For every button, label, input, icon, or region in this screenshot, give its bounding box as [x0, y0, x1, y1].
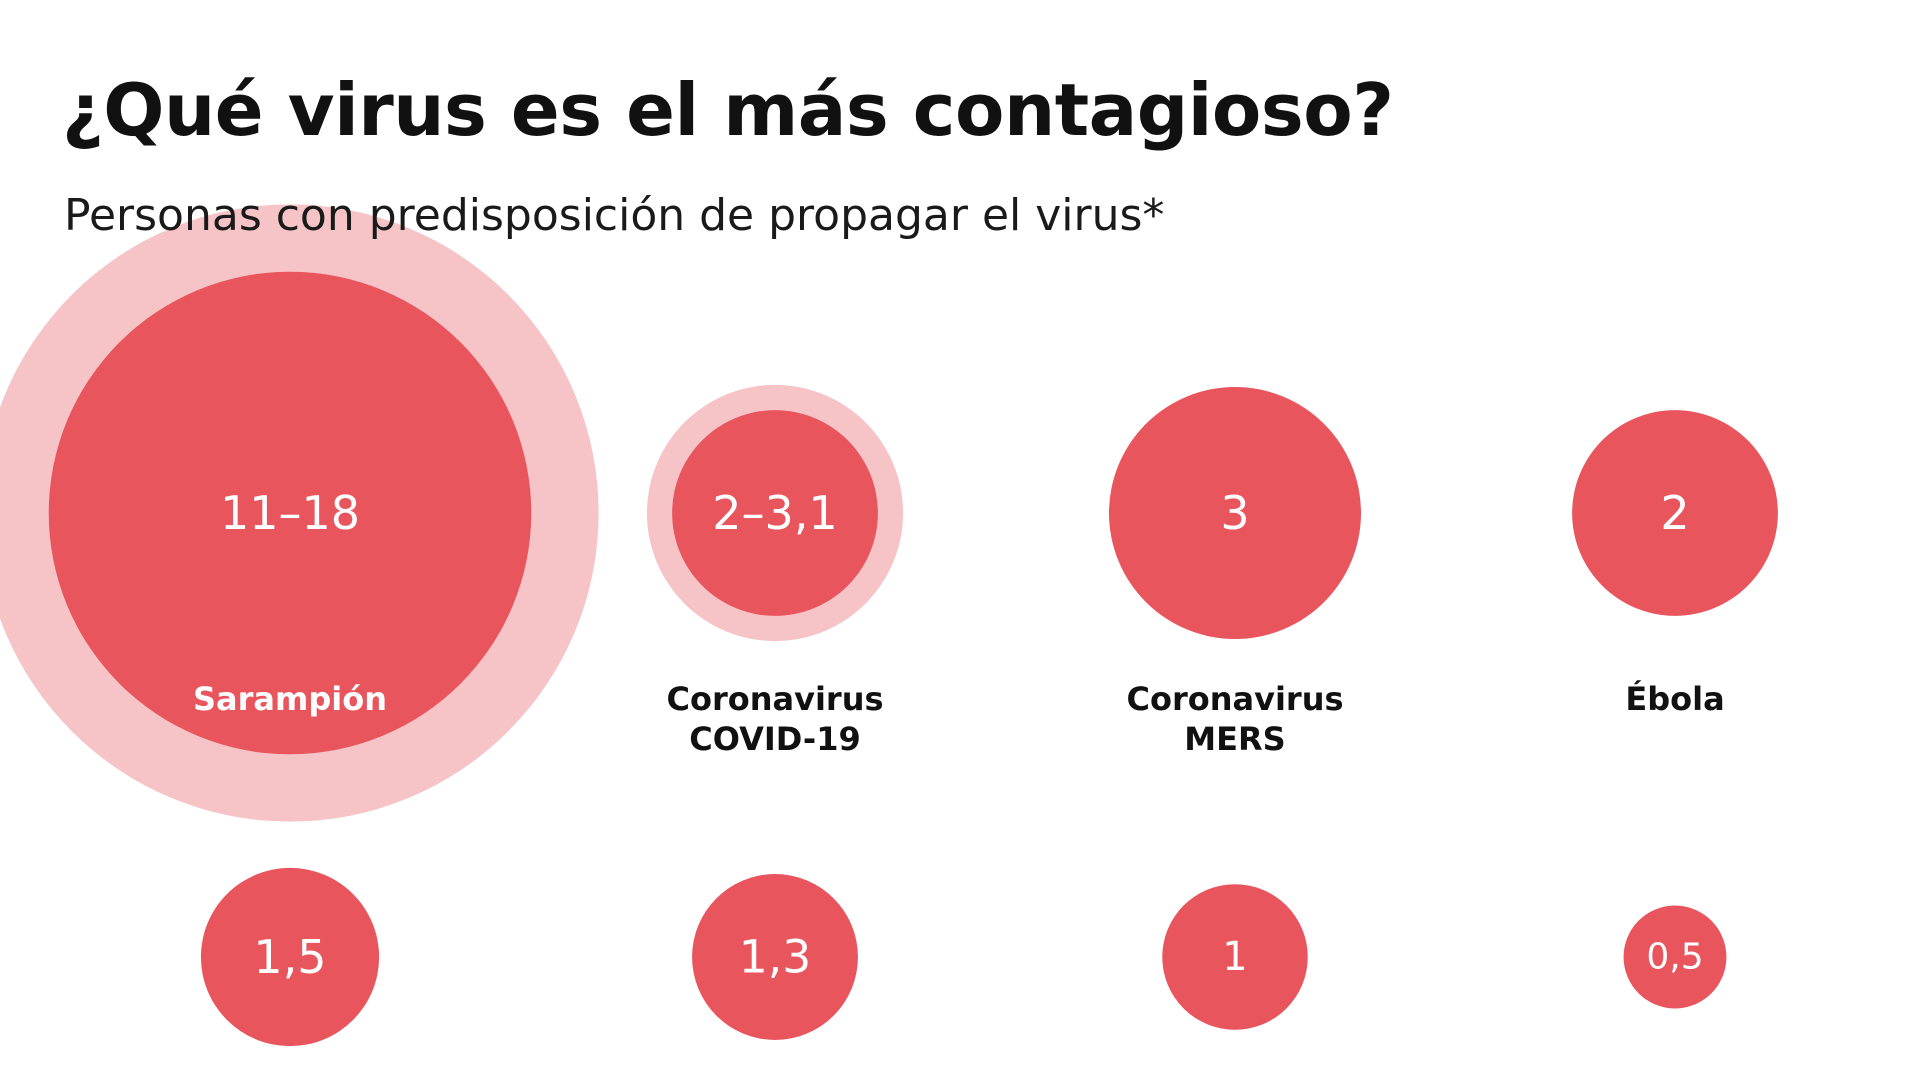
bubble-item: 1 [1162, 884, 1308, 1030]
bubble-name-label: COVID-19 [689, 720, 860, 758]
bubble-circle [672, 410, 878, 616]
bubble-value-label: 1,3 [739, 931, 812, 984]
bubble-value-label: 1 [1222, 934, 1247, 980]
bubble-item: 1,5 [200, 867, 380, 1047]
chart-subtitle: Personas con predisposición de propagar … [64, 190, 1165, 241]
bubble-circle [1623, 905, 1727, 1009]
bubble-value-label: 1,5 [253, 930, 326, 984]
bubble-item: 11–18 Sarampión [0, 204, 599, 822]
bubble-item: 0,5 [1623, 905, 1727, 1009]
bubble-value-label: 0,5 [1646, 937, 1703, 978]
bubble-circle [692, 874, 858, 1040]
chart-title: ¿Qué virus es el más contagioso? [62, 68, 1394, 152]
bubble-name-label: Coronavirus [1126, 680, 1343, 718]
bubble-circle [48, 271, 532, 755]
bubble-circle [1162, 884, 1308, 1030]
bubble-item: 1,3 [692, 874, 858, 1040]
bubble-circle [200, 867, 380, 1047]
bubble-name-label: MERS [1184, 720, 1285, 758]
bubble-circle [1109, 387, 1361, 639]
bubble-name-label: Ébola [1625, 680, 1724, 718]
bubble-value-label: 11–18 [220, 486, 360, 540]
bubble-value-label: 3 [1220, 486, 1249, 540]
bubble-item: 2 Ébola [1572, 410, 1778, 718]
bubble-name-label: Coronavirus [666, 680, 883, 718]
bubble-value-label: 2 [1660, 486, 1689, 540]
bubble-value-label: 2–3,1 [712, 486, 837, 540]
bubble-name-label: Sarampión [193, 680, 387, 718]
bubble-circle [1572, 410, 1778, 616]
